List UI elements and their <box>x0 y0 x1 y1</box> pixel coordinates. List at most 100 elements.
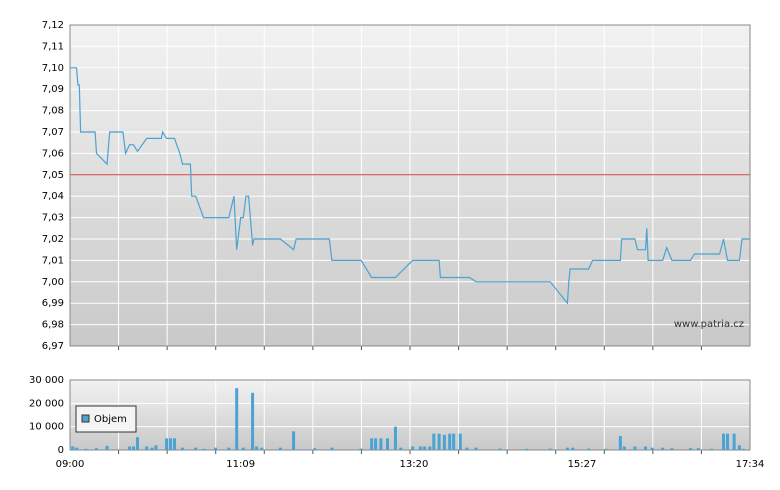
y-tick-label: 0 <box>58 445 64 456</box>
volume-bar <box>688 448 692 450</box>
y-tick-label: 7,05 <box>42 170 64 181</box>
y-tick-label: 7,09 <box>42 84 64 95</box>
volume-bar <box>235 388 239 450</box>
volume-bar <box>214 447 218 450</box>
volume-bar <box>135 437 139 450</box>
volume-bar <box>604 448 608 450</box>
volume-bar <box>587 448 591 450</box>
volume-bar <box>633 446 637 450</box>
volume-bar <box>643 446 647 450</box>
volume-bar <box>448 433 452 450</box>
volume-bar <box>128 446 132 450</box>
volume-bar <box>437 433 441 450</box>
volume-bar <box>670 448 674 450</box>
x-tick-label: 13:20 <box>400 459 429 470</box>
volume-bar <box>432 433 436 450</box>
volume-bar <box>260 447 264 450</box>
volume-bar <box>251 392 255 450</box>
y-tick-label: 6,97 <box>42 341 64 352</box>
y-tick-label: 7,10 <box>42 63 64 74</box>
volume-bar <box>241 447 245 450</box>
volume-bar <box>741 448 745 450</box>
volume-bar <box>194 447 198 450</box>
x-tick-label: 17:34 <box>736 459 765 470</box>
y-tick-label: 7,08 <box>42 106 64 117</box>
volume-bar <box>419 446 423 450</box>
legend-swatch <box>81 414 90 423</box>
x-tick-label: 09:00 <box>56 459 85 470</box>
volume-bar <box>313 448 317 450</box>
volume-bar <box>458 433 462 450</box>
volume-bar <box>278 447 282 450</box>
y-tick-label: 7,02 <box>42 234 64 245</box>
volume-bar <box>359 448 363 450</box>
volume-bar <box>465 447 469 450</box>
y-tick-label: 7,11 <box>42 41 64 52</box>
y-tick-label: 7,04 <box>42 191 64 202</box>
volume-bar <box>452 433 456 450</box>
y-tick-label: 6,98 <box>42 320 64 331</box>
volume-bar <box>71 446 75 450</box>
x-tick-label: 15:27 <box>568 459 597 470</box>
volume-bar <box>145 446 149 450</box>
volume-bar <box>399 447 403 450</box>
legend-label: Objem <box>94 414 127 425</box>
volume-bar <box>696 448 700 450</box>
volume-bar <box>370 438 374 450</box>
y-tick-label: 6,99 <box>42 298 64 309</box>
volume-bar <box>650 447 654 450</box>
volume-bar <box>622 446 626 450</box>
volume-bar <box>330 447 334 450</box>
volume-bar <box>169 438 173 450</box>
y-tick-label: 7,01 <box>42 255 64 266</box>
volume-bar <box>84 448 88 450</box>
volume-bar <box>132 446 136 450</box>
volume-bar <box>165 438 169 450</box>
volume-bar <box>726 433 730 450</box>
volume-bar <box>150 447 154 450</box>
volume-bar <box>75 447 79 450</box>
y-tick-label: 7,03 <box>42 213 64 224</box>
y-tick-label: 10 000 <box>29 422 64 433</box>
watermark: www.patria.cz <box>674 319 744 330</box>
volume-bar <box>154 445 158 450</box>
volume-bar <box>571 447 575 450</box>
volume-bar <box>386 438 390 450</box>
y-tick-label: 7,12 <box>42 20 64 31</box>
volume-bar <box>661 447 665 450</box>
volume-bar <box>180 447 184 450</box>
volume-bar <box>173 438 177 450</box>
volume-bar <box>379 438 383 450</box>
volume-bar <box>94 448 98 450</box>
volume-bar <box>428 446 432 450</box>
y-tick-label: 30 000 <box>29 375 64 386</box>
plot-frame <box>69 24 751 347</box>
volume-bar <box>411 446 415 450</box>
volume-bar <box>565 447 569 450</box>
price-line <box>70 67 750 305</box>
volume-bar <box>618 436 622 450</box>
volume-bar <box>524 448 528 450</box>
y-tick-label: 7,06 <box>42 148 64 159</box>
volume-bar <box>442 434 446 450</box>
volume-bar <box>202 448 206 450</box>
volume-bar <box>498 448 502 450</box>
volume-bar <box>722 433 726 450</box>
volume-bar <box>227 447 231 450</box>
volume-bar <box>737 445 741 450</box>
y-tick-label: 7,00 <box>42 277 64 288</box>
volume-bar <box>732 433 736 450</box>
y-tick-label: 20 000 <box>29 398 64 409</box>
volume-bar <box>423 446 427 450</box>
y-tick-label: 7,07 <box>42 127 64 138</box>
volume-bar <box>548 448 552 450</box>
plot-frame <box>69 379 751 451</box>
volume-bar <box>105 445 109 450</box>
volume-bar <box>474 447 478 450</box>
volume-bar <box>710 448 714 450</box>
volume-bar <box>374 438 378 450</box>
volume-bar <box>393 426 397 450</box>
volume-bar <box>292 431 296 450</box>
volume-bar <box>255 446 259 450</box>
